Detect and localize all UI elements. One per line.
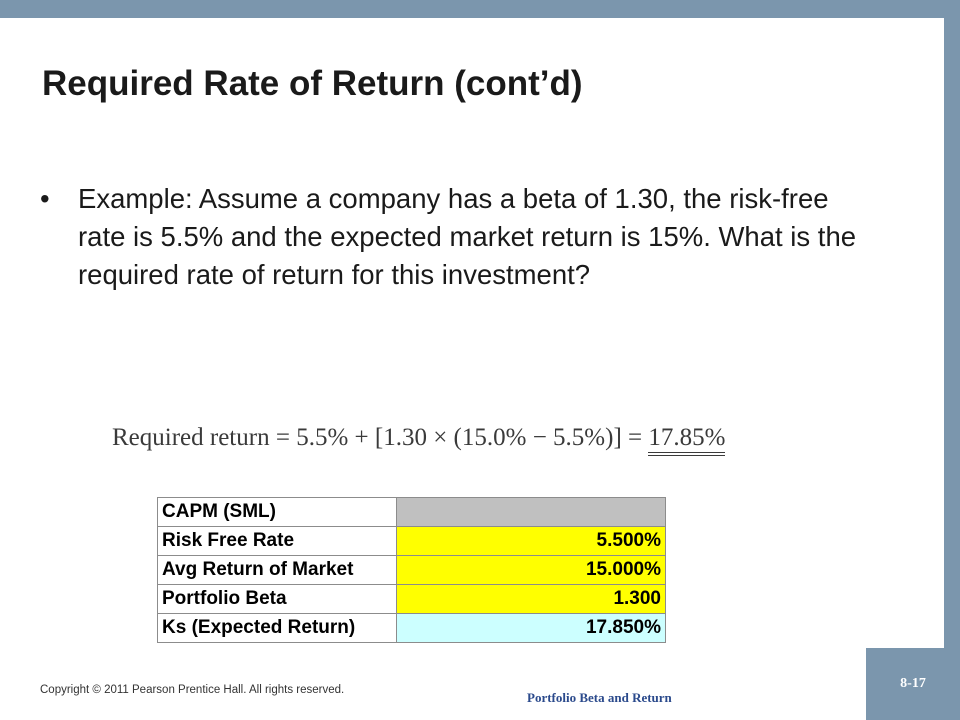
table-header-label: CAPM (SML) — [157, 497, 397, 527]
bullet-item: • Example: Assume a company has a beta o… — [40, 180, 880, 294]
footer-title: Portfolio Beta and Return — [527, 690, 672, 705]
table-row-value: 15.000% — [396, 555, 666, 585]
table-row-value: 5.500% — [396, 526, 666, 556]
copyright-notice: Copyright © 2011 Pearson Prentice Hall. … — [40, 684, 345, 696]
right-frame-bar — [944, 0, 960, 720]
table-row-label: Portfolio Beta — [157, 584, 397, 614]
table-row: Risk Free Rate 5.500% — [157, 526, 666, 556]
formula: Required return = 5.5% + [1.30 × (15.0% … — [112, 424, 726, 456]
table-row: Ks (Expected Return) 17.850% — [157, 613, 666, 643]
table-row: Portfolio Beta 1.300 — [157, 584, 666, 614]
slide-number: 8-17 — [900, 676, 926, 691]
table-row-value: 1.300 — [396, 584, 666, 614]
table-row-label: Avg Return of Market — [157, 555, 397, 585]
bullet-icon: • — [40, 183, 50, 214]
formula-lhs: Required return — [112, 424, 270, 451]
slide-title: Required Rate of Return (cont’d) — [42, 64, 583, 103]
table-header-value — [396, 497, 666, 527]
table-row-value: 17.850% — [396, 613, 666, 643]
bullet-text: Example: Assume a company has a beta of … — [78, 183, 857, 290]
table-row: Avg Return of Market 15.000% — [157, 555, 666, 585]
capm-table: CAPM (SML) Risk Free Rate 5.500% Avg Ret… — [157, 497, 666, 643]
slide-number-box: 8-17 — [866, 648, 960, 720]
formula-result: 17.85% — [648, 424, 726, 456]
table-row-label: Ks (Expected Return) — [157, 613, 397, 643]
formula-expression: = 5.5% + [1.30 × (15.0% − 5.5%)] = — [269, 424, 649, 451]
table-header-row: CAPM (SML) — [157, 497, 666, 527]
top-frame-bar — [0, 0, 960, 18]
table-row-label: Risk Free Rate — [157, 526, 397, 556]
